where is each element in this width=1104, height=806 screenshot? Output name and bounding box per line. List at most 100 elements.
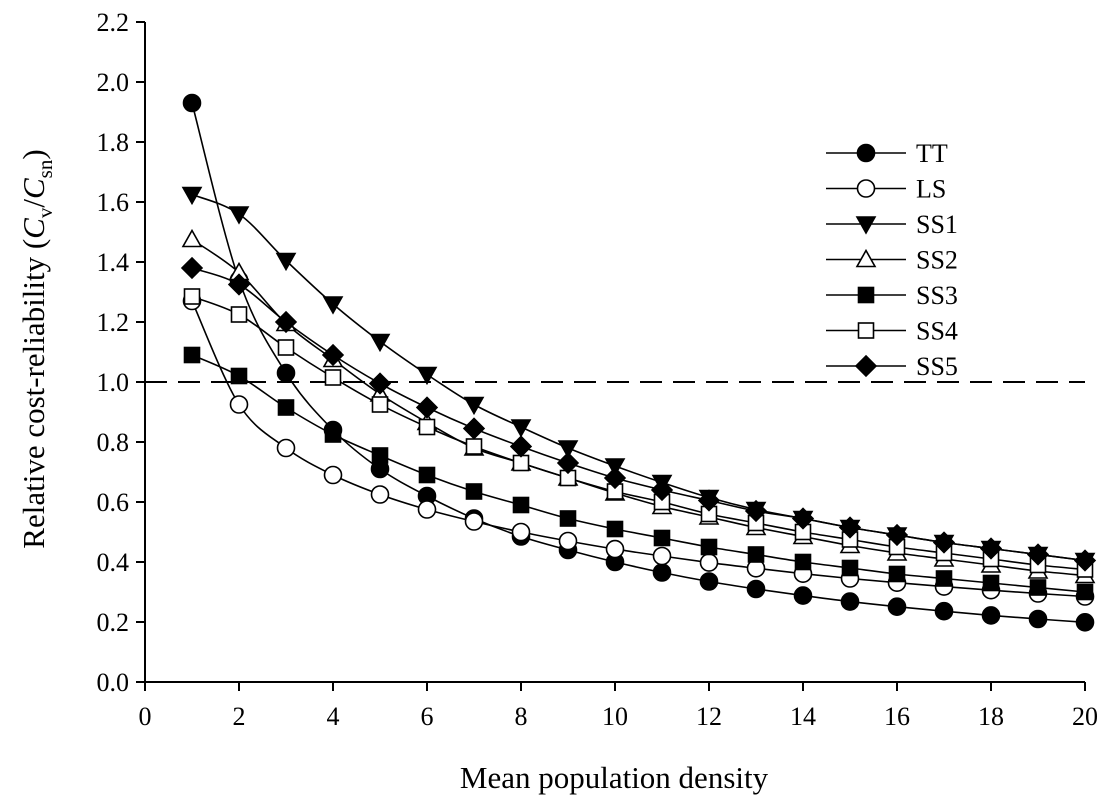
point-ss3 [324,426,342,443]
point-tt [699,572,719,591]
point-ss4 [277,339,295,356]
x-tick-label: 2 [233,702,246,731]
legend: TT LS SS1 SS2 SS3 SS4 SS5 [826,139,958,381]
point-tt [746,579,766,599]
series-group [180,93,1097,632]
point-ss3 [371,447,389,464]
legend-label-ss1: SS1 [916,210,958,239]
point-ss3 [606,520,624,538]
point-ss1 [275,252,297,272]
series-ss4 [183,288,1094,578]
point-ss3 [559,510,577,527]
point-ls [276,438,296,458]
point-ss3 [700,538,718,556]
y-axis-title-den-var: C [16,178,51,199]
point-ss3 [1076,583,1094,601]
point-ss4 [371,396,389,413]
y-tick-label: 1.2 [97,308,130,337]
point-ss2 [181,228,203,248]
point-ss3 [794,553,812,571]
y-tick-label: 0.2 [97,608,130,637]
point-ss3 [277,399,295,416]
legend-marker-ss5 [854,354,878,378]
point-tt [182,93,202,113]
point-ls [605,539,625,559]
point-ls [323,465,343,485]
point-ss3 [982,574,1000,592]
legend-label-ls: LS [916,175,946,204]
legend-label-ss4: SS4 [916,317,958,346]
point-ls [652,546,672,566]
point-ss1 [369,333,391,353]
point-ss3 [512,496,530,514]
point-tt [652,563,672,582]
y-tick-label: 0.0 [97,668,130,697]
x-tick-label: 4 [327,702,340,731]
legend-label-ss2: SS2 [916,246,958,275]
point-ss3 [935,570,953,587]
point-ss5 [274,310,298,334]
y-axis-title-suffix: ) [16,149,51,159]
legend-marker-ss1 [855,216,877,235]
point-tt [981,606,1001,625]
y-tick-label: 0.4 [97,548,130,577]
point-ss5 [603,466,627,490]
point-ss5 [368,372,392,395]
point-ls [558,531,578,551]
series-ss3 [183,346,1094,601]
point-tt [793,586,813,605]
x-tick-label: 12 [696,702,722,731]
y-axis-title-den-sub: sn [33,159,57,178]
legend-item-ss4: SS4 [826,317,958,346]
point-ss5 [1026,543,1050,566]
legend-item-ss1: SS1 [826,210,958,239]
point-ss3 [653,529,671,547]
y-axis-title-num-sub: v [33,207,57,218]
y-tick-label: 1.4 [97,248,130,277]
x-tick-label: 8 [515,702,528,731]
y-axis-title: Relative cost-reliability (Cv/Csn) [16,149,57,548]
point-ls [229,395,249,414]
legend-item-ls: LS [826,175,946,204]
x-tick-label: 16 [884,702,910,731]
point-ss3 [1029,579,1047,596]
point-tt [1075,612,1095,632]
point-ss4 [512,454,530,472]
legend-item-tt: TT [826,139,948,168]
x-tick-label: 10 [602,702,628,731]
y-tick-label: 2.0 [97,68,130,97]
point-ss4 [183,288,201,305]
axes: 0.0 0.2 0.4 0.6 0.8 1.0 1.2 1.4 1.6 1.8 2.0 2.2 0 2 4 6… [97,8,1099,731]
point-ss3 [747,546,765,563]
point-ss4 [230,306,248,323]
legend-marker-ls [856,179,876,198]
point-ss1 [510,419,532,438]
x-tick-label: 20 [1072,702,1098,731]
point-ss3 [183,346,201,364]
point-ss5 [744,499,768,523]
x-tick-label: 0 [139,702,152,731]
point-tt [1028,609,1048,629]
point-ss5 [509,435,533,458]
y-tick-label: 1.8 [97,128,130,157]
point-ls [464,512,484,531]
x-axis-title: Mean population density [460,760,769,795]
legend-label-tt: TT [916,139,948,168]
x-tick-label: 6 [421,702,434,731]
point-ss3 [888,565,906,583]
point-ss5 [697,489,721,512]
point-ss5 [415,396,439,419]
y-tick-label: 1.6 [97,188,130,217]
legend-label-ss3: SS3 [916,281,958,310]
x-tick-label: 18 [978,702,1004,731]
y-tick-label: 2.2 [97,8,130,37]
point-ss5 [462,417,486,440]
point-ls [370,485,390,504]
point-ss4 [465,438,483,455]
point-ss5 [227,273,251,296]
point-ss1 [463,396,485,416]
point-tt [887,597,907,617]
legend-marker-tt [856,143,876,163]
point-ss5 [885,523,909,547]
